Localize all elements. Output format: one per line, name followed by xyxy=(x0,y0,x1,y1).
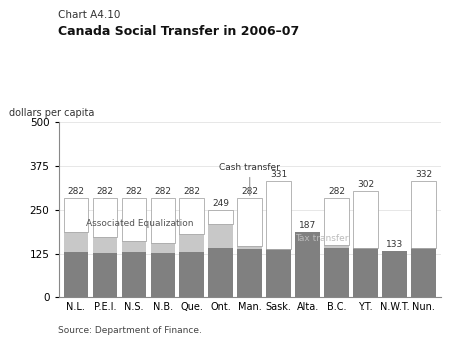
Bar xyxy=(324,198,349,245)
Bar xyxy=(238,249,262,297)
Bar xyxy=(208,224,233,248)
Bar xyxy=(382,251,407,297)
Bar xyxy=(63,233,88,252)
Bar xyxy=(411,181,436,248)
Bar xyxy=(122,198,146,241)
Bar xyxy=(180,234,204,252)
Bar xyxy=(93,253,117,297)
Bar xyxy=(324,245,349,247)
Text: 302: 302 xyxy=(357,180,374,189)
Bar xyxy=(238,198,262,246)
Text: 282: 282 xyxy=(241,187,258,196)
Bar xyxy=(238,246,262,249)
Text: 282: 282 xyxy=(154,187,171,196)
Text: Associated Equalization: Associated Equalization xyxy=(86,219,194,228)
Bar xyxy=(208,210,233,224)
Bar xyxy=(150,243,175,253)
Text: 282: 282 xyxy=(68,187,85,196)
Text: 133: 133 xyxy=(386,240,403,248)
Text: Canada Social Transfer in 2006–07: Canada Social Transfer in 2006–07 xyxy=(58,25,300,38)
Text: 187: 187 xyxy=(299,221,316,230)
Bar xyxy=(63,252,88,297)
Bar xyxy=(353,191,378,247)
Bar xyxy=(93,237,117,253)
Text: Chart A4.10: Chart A4.10 xyxy=(58,10,121,20)
Text: 282: 282 xyxy=(126,187,142,196)
Bar xyxy=(180,252,204,297)
Bar xyxy=(180,198,204,234)
Bar xyxy=(324,247,349,297)
Text: 331: 331 xyxy=(270,170,288,179)
Bar xyxy=(150,198,175,243)
Text: 282: 282 xyxy=(183,187,200,196)
Bar xyxy=(63,198,88,233)
Text: 249: 249 xyxy=(212,199,229,208)
Bar xyxy=(411,248,436,297)
Text: 282: 282 xyxy=(96,187,113,196)
Bar xyxy=(266,181,291,249)
Bar xyxy=(150,253,175,297)
Bar xyxy=(208,248,233,297)
Text: 282: 282 xyxy=(328,187,345,196)
Bar xyxy=(122,252,146,297)
Bar xyxy=(93,198,117,237)
Bar xyxy=(122,241,146,252)
Bar xyxy=(353,247,378,297)
Text: Source: Department of Finance.: Source: Department of Finance. xyxy=(58,325,202,335)
Bar xyxy=(266,249,291,297)
Bar xyxy=(295,232,320,297)
Text: dollars per capita: dollars per capita xyxy=(9,108,94,118)
Text: 332: 332 xyxy=(415,170,432,178)
Text: Cash transfer: Cash transfer xyxy=(219,163,280,196)
Text: Tax transfer: Tax transfer xyxy=(296,234,349,243)
